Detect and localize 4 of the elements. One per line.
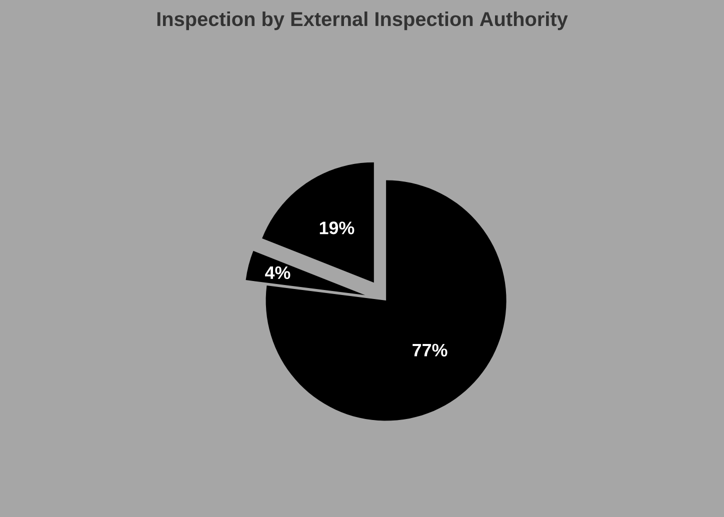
chart-title: Inspection by External Inspection Authority (157, 12, 568, 30)
data-label: 77% (412, 344, 448, 356)
data-label: 4% (265, 266, 290, 280)
data-label: 19% (320, 222, 354, 234)
